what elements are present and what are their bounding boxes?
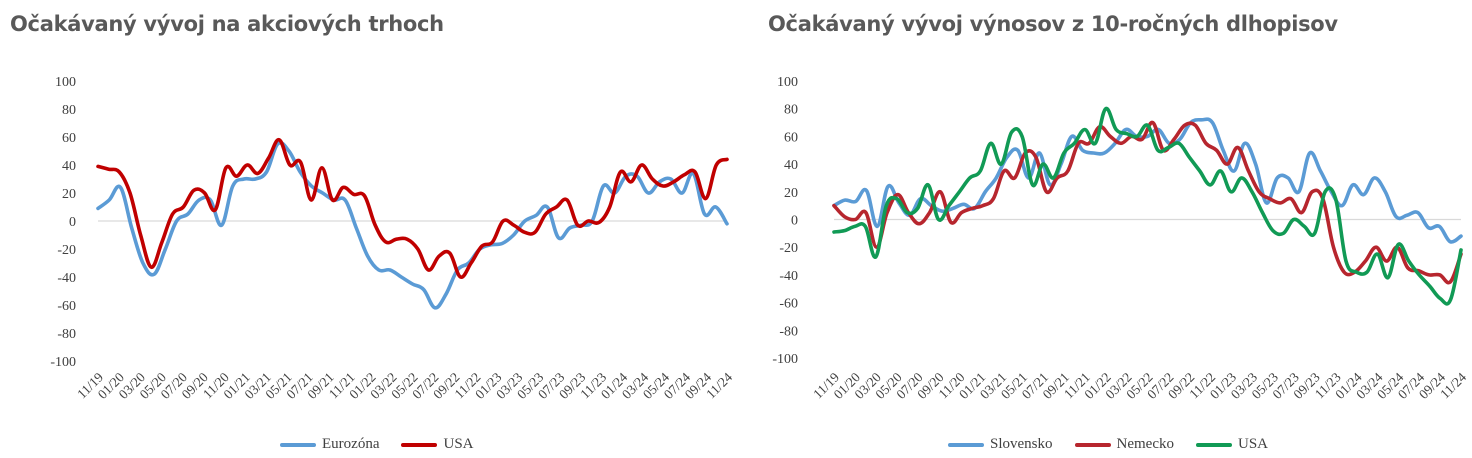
y-tick-label: 80 bbox=[784, 103, 798, 118]
legend-swatch-eurozona bbox=[280, 442, 316, 447]
y-tick-label: -80 bbox=[779, 324, 798, 339]
y-tick-label: 20 bbox=[784, 186, 798, 201]
y-tick-label: -40 bbox=[57, 271, 76, 286]
series-line-slovensko bbox=[832, 117, 1463, 244]
equity-chart: 100806040200-20-40-60-80-10011/1901/2003… bbox=[50, 75, 735, 402]
y-tick-label: -40 bbox=[779, 269, 798, 284]
legend-swatch-nemecko bbox=[1074, 442, 1111, 447]
legend-item-eurozona: Eurozóna bbox=[280, 436, 379, 453]
legend: Slovensko Nemecko USA bbox=[948, 436, 1268, 453]
y-tick-label: -100 bbox=[50, 355, 76, 370]
legend-item-nemecko: Nemecko bbox=[1074, 436, 1174, 453]
legend-item-usa: USA bbox=[401, 436, 474, 453]
y-tick-label: -60 bbox=[57, 299, 76, 314]
y-tick-label: -20 bbox=[57, 243, 76, 258]
legend-swatch-usa bbox=[1196, 442, 1232, 447]
chart-title: Očakávaný vývoj na akciových trhoch bbox=[10, 12, 444, 36]
legend-label: Slovensko bbox=[990, 436, 1053, 452]
legend-label: USA bbox=[1238, 436, 1269, 452]
y-tick-label: -20 bbox=[779, 241, 798, 256]
y-tick-label: 80 bbox=[62, 103, 76, 118]
y-tick-label: 60 bbox=[62, 131, 76, 146]
y-tick-label: 0 bbox=[69, 215, 76, 230]
chart-title: Očakávaný vývoj výnosov z 10-ročných dlh… bbox=[768, 12, 1338, 36]
y-tick-label: 0 bbox=[791, 214, 798, 229]
legend: Eurozóna USA bbox=[280, 436, 474, 453]
bond-yield-chart: 100806040200-20-40-60-80-10011/1901/2003… bbox=[772, 75, 1469, 402]
legend-item-usa: USA bbox=[1196, 436, 1268, 453]
y-tick-label: 40 bbox=[62, 159, 76, 174]
y-tick-label: 20 bbox=[62, 187, 76, 202]
y-tick-label: 100 bbox=[777, 75, 798, 90]
series-line-usa bbox=[96, 138, 729, 279]
legend-swatch-slovensko bbox=[948, 442, 984, 447]
legend-label: Eurozóna bbox=[322, 436, 380, 452]
equity-chart-panel: Očakávaný vývoj na akciových trhoch 100 8… bbox=[10, 12, 735, 453]
legend-item-slovensko: Slovensko bbox=[948, 436, 1053, 453]
legend-label: Nemecko bbox=[1116, 436, 1174, 452]
y-tick-label: -100 bbox=[772, 352, 798, 367]
y-tick-label: 100 bbox=[55, 75, 76, 90]
y-tick-label: -60 bbox=[779, 297, 798, 312]
series-line-usa bbox=[832, 106, 1463, 306]
legend-label: USA bbox=[443, 436, 474, 452]
y-tick-label: 40 bbox=[784, 158, 798, 173]
y-tick-label: -80 bbox=[57, 327, 76, 342]
bond-yield-chart-panel: Očakávaný vývoj výnosov z 10-ročných dlh… bbox=[736, 0, 1472, 458]
legend-swatch-usa bbox=[401, 442, 438, 447]
y-tick-label: 60 bbox=[784, 130, 798, 145]
series-line-euroz-na bbox=[96, 141, 729, 310]
